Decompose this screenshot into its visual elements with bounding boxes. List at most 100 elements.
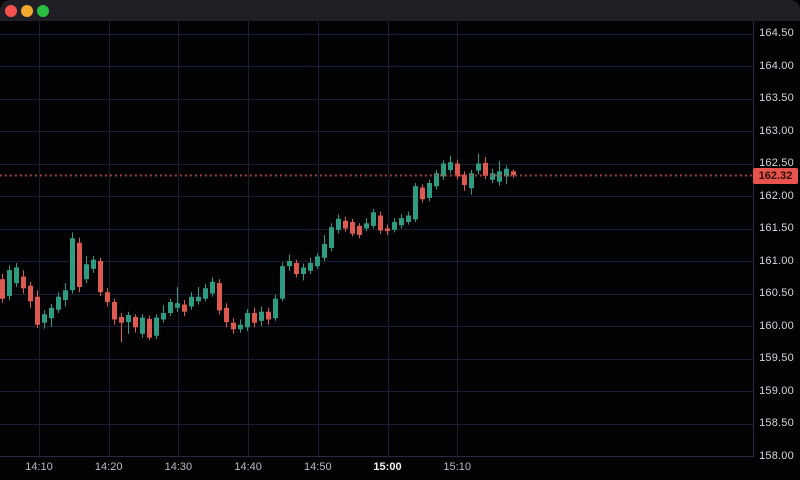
time-axis[interactable]: 14:10 14:20 14:30 14:40 14:50 15:00 15:10: [0, 457, 800, 480]
price-axis-label: 162.00: [759, 189, 794, 202]
window-titlebar[interactable]: [0, 0, 800, 21]
price-axis-label: 159.50: [759, 352, 794, 364]
candle-body: [497, 171, 502, 182]
candle-body: [147, 318, 152, 338]
candle-body: [7, 270, 12, 297]
candle-body: [399, 218, 404, 226]
price-axis-label: 162.50: [759, 157, 794, 169]
candle-body: [0, 279, 5, 299]
candle-body: [259, 311, 264, 321]
candle-body: [427, 183, 432, 198]
candle-body: [273, 298, 278, 319]
candle-body: [308, 262, 313, 271]
price-axis-label: 164.00: [759, 59, 794, 72]
candle-body: [112, 301, 117, 320]
candle-body: [21, 276, 26, 289]
candle-body: [413, 186, 418, 220]
candle-body: [476, 163, 481, 171]
candle-body: [448, 162, 453, 170]
candle-body: [182, 304, 187, 312]
time-axis-label: 14:40: [234, 461, 262, 473]
candle-body: [511, 171, 516, 176]
candle-body: [133, 316, 138, 328]
candle-body: [49, 307, 54, 319]
candle-body: [231, 322, 236, 330]
candle-body: [238, 324, 243, 330]
price-axis-label: 159.00: [759, 384, 794, 397]
candle-body: [210, 281, 215, 294]
candle-body: [350, 222, 355, 234]
price-axis-label: 161.00: [759, 254, 794, 267]
price-axis-label: 163.50: [759, 92, 794, 104]
candle-body: [392, 222, 397, 230]
candle-body: [119, 316, 124, 323]
time-axis-label: 14:50: [304, 461, 332, 473]
candle-body: [406, 215, 411, 222]
candle-body: [175, 303, 180, 308]
fullscreen-button[interactable]: [37, 5, 49, 17]
candle-body: [329, 227, 334, 248]
candle-body: [35, 296, 40, 325]
candle-body: [294, 262, 299, 274]
candle-body: [91, 259, 96, 269]
candle-body: [420, 187, 425, 200]
time-axis-label: 14:30: [164, 461, 193, 473]
time-axis-label: 15:10: [443, 461, 471, 473]
candle-body: [203, 288, 208, 299]
candle-body: [126, 314, 131, 323]
candle-body: [504, 168, 509, 177]
candle-body: [287, 261, 292, 267]
candle-body: [343, 220, 348, 229]
candle-body: [322, 244, 327, 258]
close-button[interactable]: [5, 5, 17, 17]
price-axis-label: 163.00: [759, 124, 794, 137]
candle-body: [378, 215, 383, 231]
candle-body: [161, 313, 166, 320]
candle-body: [357, 225, 362, 235]
price-axis-label: 160.50: [759, 287, 794, 299]
candle-body: [189, 296, 194, 307]
candle-body: [336, 218, 341, 230]
candle-body: [140, 317, 145, 334]
time-axis-label: 14:10: [25, 461, 53, 473]
candle-body: [56, 296, 61, 310]
candle-body: [42, 314, 47, 323]
candle-body: [70, 238, 75, 291]
price-axis-label: 158.00: [759, 449, 794, 462]
price-axis-label: 161.50: [759, 222, 794, 234]
candle-body: [28, 285, 33, 302]
candle-body: [84, 264, 89, 280]
candle-body: [168, 301, 173, 313]
candle-body: [245, 313, 250, 328]
candle-body: [371, 212, 376, 226]
price-axis[interactable]: 164.50 164.00 163.50 163.00 162.50 162.00 161.…: [753, 21, 800, 462]
candle-body: [469, 173, 474, 189]
candle-body: [364, 223, 369, 229]
candle-body: [63, 290, 68, 300]
last-price-badge: 162.32: [753, 167, 798, 184]
candle-body: [224, 307, 229, 323]
price-axis-label: 158.50: [759, 417, 794, 429]
candle-body: [14, 267, 19, 284]
candle-body: [462, 174, 467, 185]
price-axis-label: 164.50: [759, 27, 794, 39]
candle-body: [280, 266, 285, 299]
candle-body: [217, 283, 222, 311]
candle-body: [196, 296, 201, 302]
candle-body: [98, 261, 103, 293]
candle-body: [154, 317, 159, 336]
candle-body: [301, 267, 306, 274]
candle-body: [483, 162, 488, 176]
candle-body: [490, 173, 495, 180]
price-axis-label: 160.00: [759, 319, 794, 332]
candle-body: [385, 228, 390, 232]
time-axis-label: 15:00: [373, 461, 402, 473]
candle-body: [266, 311, 271, 320]
candle-body: [441, 163, 446, 177]
candle-body: [105, 292, 110, 302]
candle-body: [77, 242, 82, 287]
minimize-button[interactable]: [21, 5, 33, 17]
candle-body: [252, 313, 257, 323]
